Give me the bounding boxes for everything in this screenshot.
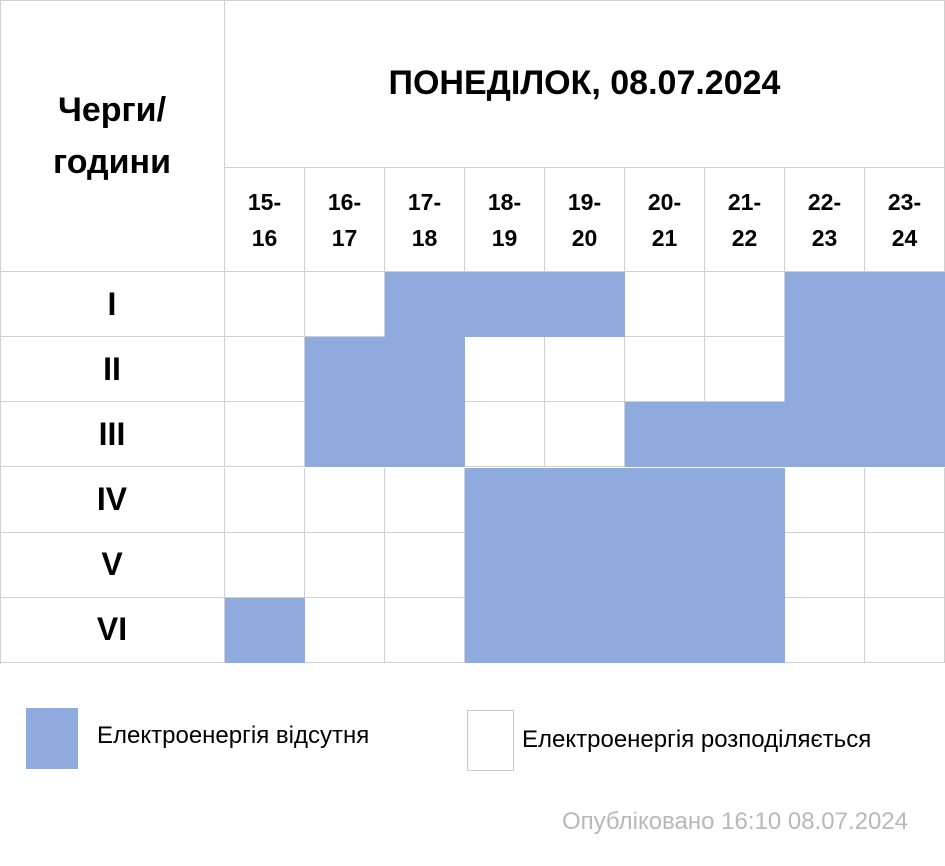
hour-text: 20 — [571, 224, 598, 251]
hour-text: 16- — [327, 188, 362, 215]
schedule-cell — [705, 597, 785, 663]
schedule-cell — [545, 272, 625, 338]
schedule-cell — [705, 467, 785, 533]
hour-text: 18- — [487, 188, 522, 215]
schedule-cell — [465, 597, 545, 663]
row-label: IV — [0, 467, 225, 533]
schedule-cell — [465, 532, 545, 598]
corner-text: Черги/ — [57, 90, 167, 129]
schedule-cell — [385, 272, 465, 338]
schedule-cell — [865, 597, 945, 663]
hour-text: 23- — [887, 188, 922, 215]
schedule-cell — [705, 337, 785, 403]
hour-cell: 20- 21 — [625, 168, 705, 272]
schedule-cell — [545, 467, 625, 533]
schedule-cell — [705, 402, 785, 468]
schedule-cell — [865, 272, 945, 338]
hour-cell: 19- 20 — [545, 168, 625, 272]
hour-cell: 23- 24 — [865, 168, 945, 272]
schedule-cell — [385, 337, 465, 403]
schedule-cell — [785, 337, 865, 403]
hour-cell: 22- 23 — [785, 168, 865, 272]
table-border — [0, 0, 945, 664]
schedule-cell — [225, 597, 305, 663]
row-label: III — [0, 402, 225, 468]
row-label: VI — [0, 597, 225, 663]
hour-text: 18 — [411, 224, 438, 251]
schedule-cell — [465, 467, 545, 533]
hour-text: 22- — [807, 188, 842, 215]
hour-text: 20- — [647, 188, 682, 215]
schedule-cell — [225, 272, 305, 338]
hour-cell: 15- 16 — [225, 168, 305, 272]
schedule-cell — [545, 402, 625, 468]
schedule-cell — [785, 467, 865, 533]
row-label: I — [0, 272, 225, 338]
hour-text: 21 — [651, 224, 678, 251]
schedule-cell — [305, 402, 385, 468]
schedule-cell — [465, 402, 545, 468]
schedule-cell — [865, 402, 945, 468]
schedule-cell — [465, 337, 545, 403]
hour-text: 19 — [491, 224, 518, 251]
hour-text: 21- — [727, 188, 762, 215]
legend-swatch-off — [26, 708, 78, 769]
row-label: V — [0, 532, 225, 598]
schedule-cell — [785, 272, 865, 338]
published-note: Опубліковано 16:10 08.07.2024 — [562, 808, 908, 835]
schedule-cell — [865, 532, 945, 598]
schedule-cell — [305, 272, 385, 338]
schedule-cell — [865, 337, 945, 403]
schedule-cell — [225, 337, 305, 403]
hour-text: 15- — [247, 188, 282, 215]
schedule-cell — [625, 402, 705, 468]
legend-text-on: Електроенергія розподіляється — [522, 726, 872, 753]
schedule-cell — [785, 402, 865, 468]
hour-text: 17 — [331, 224, 358, 251]
schedule-cell — [545, 532, 625, 598]
hour-cell: 18- 19 — [465, 168, 545, 272]
title-cell: ПОНЕДІЛОК, 08.07.2024 — [225, 0, 945, 168]
hour-text: 23 — [811, 224, 838, 251]
corner-cell: Черги/години — [0, 0, 225, 272]
hour-cell: 17- 18 — [385, 168, 465, 272]
schedule-cell — [305, 467, 385, 533]
schedule-cell — [625, 337, 705, 403]
corner-text: години — [53, 142, 171, 181]
schedule-cell — [625, 467, 705, 533]
legend-swatch-on — [467, 710, 514, 771]
hour-cell: 21- 22 — [705, 168, 785, 272]
schedule-cell — [305, 597, 385, 663]
legend-text-off: Електроенергія відсутня — [97, 722, 370, 749]
schedule-cell — [865, 467, 945, 533]
schedule-cell — [385, 597, 465, 663]
schedule-cell — [785, 597, 865, 663]
schedule-cell — [625, 532, 705, 598]
schedule-cell — [545, 337, 625, 403]
schedule-cell — [305, 337, 385, 403]
schedule-cell — [785, 532, 865, 598]
hour-text: 24 — [891, 224, 918, 251]
schedule-cell — [385, 402, 465, 468]
schedule-cell — [305, 532, 385, 598]
schedule-cell — [705, 532, 785, 598]
hour-text: 17- — [407, 188, 442, 215]
schedule-cell — [225, 402, 305, 468]
hour-cell: 16- 17 — [305, 168, 385, 272]
schedule-cell — [705, 272, 785, 338]
schedule-cell — [225, 532, 305, 598]
schedule-cell — [545, 597, 625, 663]
hour-text: 19- — [567, 188, 602, 215]
row-label: II — [0, 337, 225, 403]
schedule-cell — [385, 532, 465, 598]
schedule-cell — [465, 272, 545, 338]
schedule-cell — [225, 467, 305, 533]
schedule-cell — [625, 597, 705, 663]
schedule-cell — [385, 467, 465, 533]
hour-text: 22 — [731, 224, 758, 251]
schedule-cell — [625, 272, 705, 338]
hour-text: 16 — [251, 224, 278, 251]
